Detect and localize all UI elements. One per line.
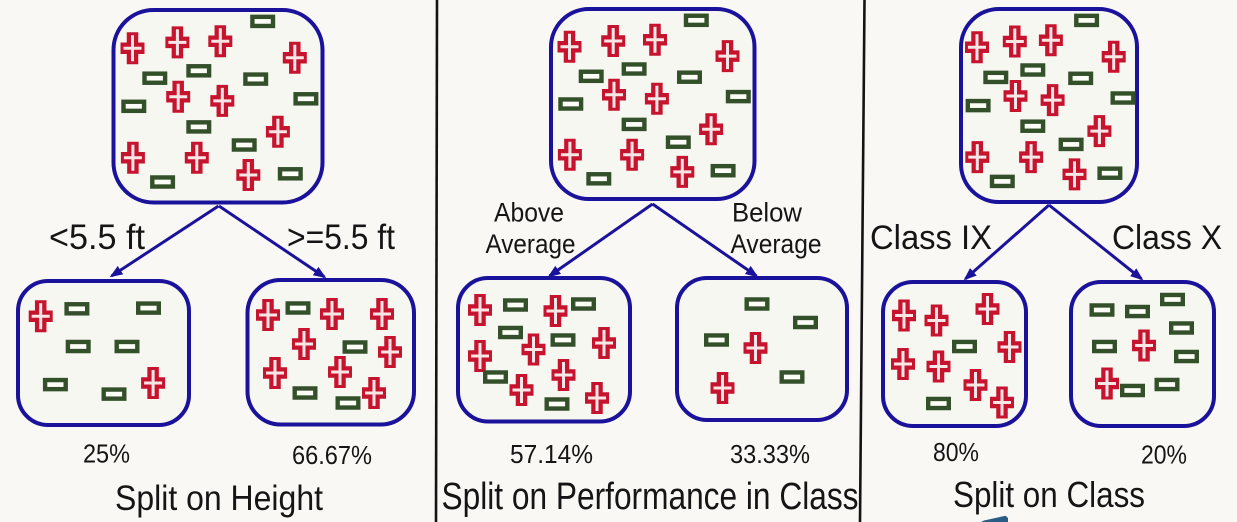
svg-text:>=5.5 ft: >=5.5 ft — [287, 218, 395, 257]
svg-text:25%: 25% — [83, 439, 130, 469]
svg-text:Class X: Class X — [1112, 219, 1222, 257]
svg-text:Average: Average — [731, 229, 822, 259]
svg-text:Split on Class: Split on Class — [953, 474, 1145, 515]
svg-text:57.14%: 57.14% — [510, 439, 593, 469]
svg-text:20%: 20% — [1141, 440, 1187, 470]
svg-text:Below: Below — [732, 198, 802, 228]
svg-text:Class IX: Class IX — [870, 219, 992, 257]
svg-text:Average: Average — [486, 229, 576, 259]
svg-text:66.67%: 66.67% — [292, 440, 372, 470]
svg-text:Above: Above — [494, 198, 564, 228]
svg-text:<5.5 ft: <5.5 ft — [49, 218, 145, 257]
svg-text:Split on Performance in Class: Split on Performance in Class — [442, 476, 859, 518]
svg-text:Split on Height: Split on Height — [115, 479, 323, 518]
svg-text:80%: 80% — [933, 437, 979, 467]
svg-text:33.33%: 33.33% — [730, 439, 810, 469]
